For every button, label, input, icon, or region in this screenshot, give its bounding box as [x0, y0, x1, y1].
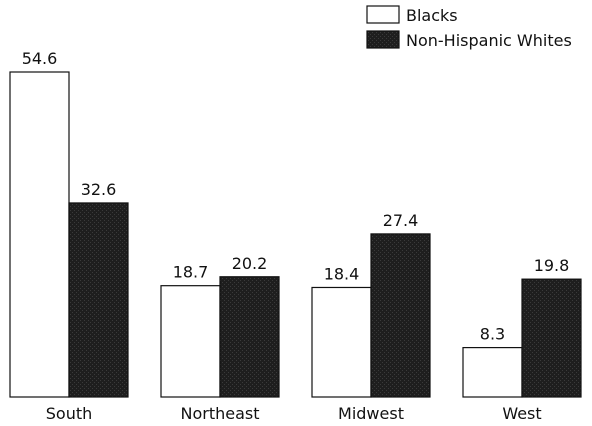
value-label-midwest-non-hispanic-whites: 27.4 [383, 211, 419, 230]
value-label-west-non-hispanic-whites: 19.8 [534, 256, 570, 275]
bar-west-non-hispanic-whites [521, 278, 582, 398]
bar-midwest-blacks [311, 286, 372, 398]
category-label-west: West [502, 404, 541, 423]
legend-label-non-hispanic-whites: Non-Hispanic Whites [406, 31, 572, 50]
category-label-midwest: Midwest [338, 404, 404, 423]
value-label-northeast-blacks: 18.7 [173, 263, 209, 282]
value-label-south-non-hispanic-whites: 32.6 [81, 180, 117, 199]
bar-northeast-blacks [160, 285, 221, 398]
bar-south-blacks [9, 71, 70, 398]
category-label-south: South [46, 404, 93, 423]
bar-northeast-non-hispanic-whites [219, 276, 280, 398]
value-labels-group: 54.6 32.6 18.7 20.2 18.4 27.4 8.3 19.8 [22, 49, 570, 344]
category-labels-group: South Northeast Midwest West [46, 404, 542, 423]
value-label-midwest-blacks: 18.4 [324, 264, 360, 283]
value-label-northeast-non-hispanic-whites: 20.2 [232, 254, 268, 273]
category-label-northeast: Northeast [180, 404, 259, 423]
legend: Blacks Non-Hispanic Whites [366, 5, 572, 50]
legend-swatch-blacks [366, 5, 400, 24]
value-label-south-blacks: 54.6 [22, 49, 58, 68]
bar-midwest-non-hispanic-whites [370, 233, 431, 398]
legend-label-blacks: Blacks [406, 6, 458, 25]
bar-south-non-hispanic-whites [68, 202, 129, 398]
bars-group [9, 71, 582, 398]
bar-west-blacks [462, 346, 523, 398]
legend-swatch-non-hispanic-whites [366, 30, 400, 49]
value-label-west-blacks: 8.3 [480, 325, 505, 344]
